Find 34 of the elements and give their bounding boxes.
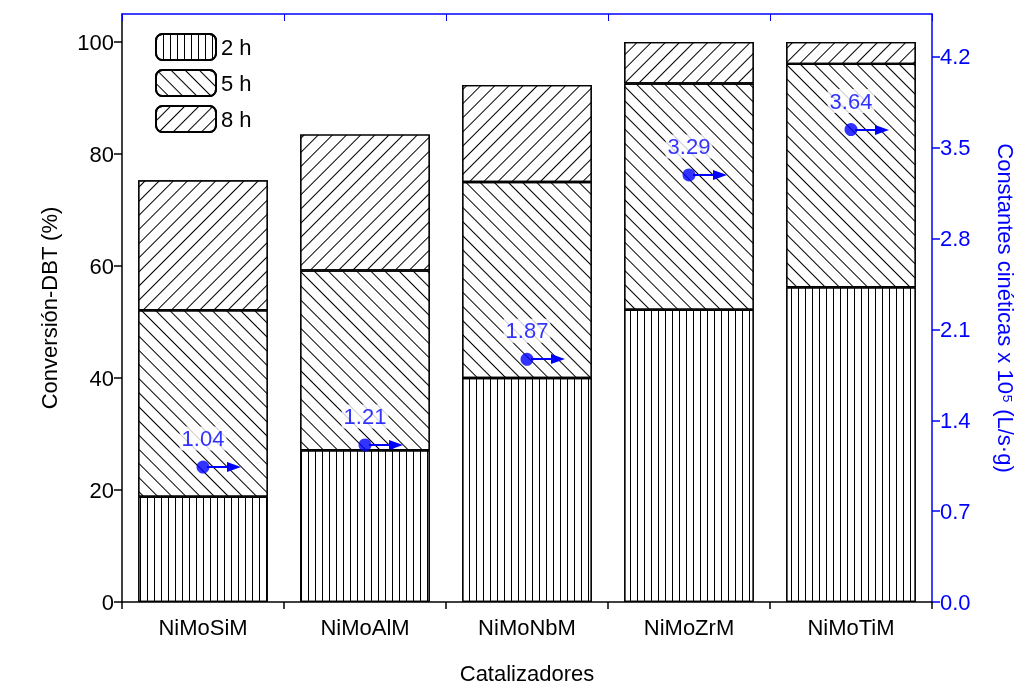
x-tick-label: NiMoZrM xyxy=(643,614,735,640)
data-label: 1.21 xyxy=(343,403,387,429)
x-tick-label: NiMoAlM xyxy=(320,614,410,640)
legend-label: 8 h xyxy=(221,106,252,132)
data-label: 1.87 xyxy=(505,318,549,344)
x-tick-label: NiMoNbM xyxy=(478,614,576,640)
y-tick-label: 0 xyxy=(101,589,114,615)
y2-tick-label: 3.5 xyxy=(940,135,971,161)
y-axis-title: Conversión-DBT (%) xyxy=(36,206,62,410)
y-tick-label: 40 xyxy=(89,365,114,391)
y2-tick-label: 1.4 xyxy=(940,407,971,433)
point xyxy=(196,460,210,474)
y2-tick-label: 2.8 xyxy=(940,226,971,252)
x-tick-label: NiMoSiM xyxy=(158,614,248,640)
y-tick-label: 60 xyxy=(89,253,114,279)
x-axis-title: Catalizadores xyxy=(459,660,595,686)
point xyxy=(358,438,372,452)
data-label: 1.04 xyxy=(181,426,225,452)
data-label: 3.29 xyxy=(667,133,711,159)
legend-label: 2 h xyxy=(221,34,252,60)
legend-label: 5 h xyxy=(221,70,252,96)
data-label: 3.64 xyxy=(829,88,873,114)
y2-axis-title: Constantes cinéticas x 10⁵ (L/s·g) xyxy=(992,143,1018,473)
point xyxy=(844,123,858,137)
y-tick-label: 80 xyxy=(89,141,114,167)
y-tick-label: 100 xyxy=(77,29,114,55)
y2-tick-label: 4.2 xyxy=(940,44,971,70)
y2-tick-label: 0.0 xyxy=(940,589,971,615)
x-tick-label: NiMoTiM xyxy=(807,614,895,640)
y2-tick-label: 0.7 xyxy=(940,498,971,524)
point xyxy=(682,168,696,182)
y-tick-label: 20 xyxy=(89,477,114,503)
point xyxy=(520,352,534,366)
y2-tick-label: 2.1 xyxy=(940,316,971,342)
